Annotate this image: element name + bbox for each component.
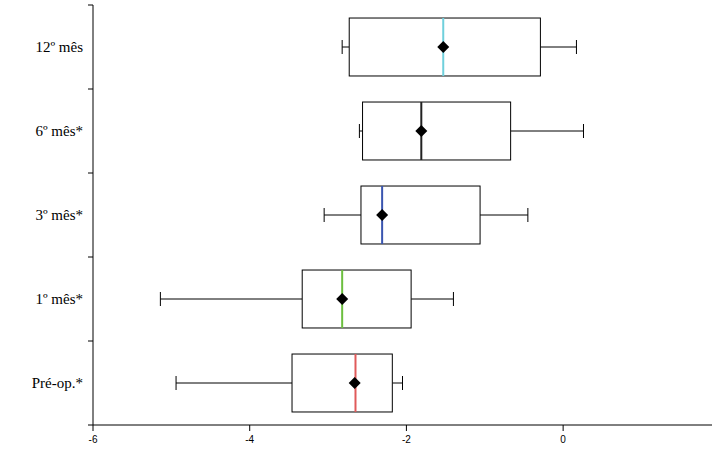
x-tick [93, 425, 94, 431]
x-tick-label: 0 [560, 434, 566, 445]
x-tick-label: -2 [402, 434, 411, 445]
x-tick [406, 425, 407, 431]
cap-low [324, 208, 325, 222]
y-separator [88, 5, 93, 6]
mean [336, 293, 348, 305]
cap-high [583, 124, 584, 138]
mean [376, 209, 388, 221]
x-tick-label: -6 [89, 434, 98, 445]
whisker-low [176, 383, 292, 384]
y-separator [88, 173, 93, 174]
cap-low [342, 40, 343, 54]
box [302, 270, 411, 328]
x-axis [93, 425, 712, 426]
category-label: 6º mês* [35, 123, 83, 139]
box [361, 186, 480, 244]
mean [349, 377, 361, 389]
category-label: 1º mês* [35, 291, 83, 307]
whisker-high [392, 383, 402, 384]
cap-low [160, 292, 161, 306]
cap-high [576, 40, 577, 54]
y-separator [88, 257, 93, 258]
x-tick-label: -4 [245, 434, 254, 445]
box [349, 18, 540, 76]
box [363, 102, 511, 160]
x-tick [563, 425, 564, 431]
box [292, 354, 392, 412]
category-label: Pré-op.* [32, 375, 83, 391]
whisker-high [540, 47, 576, 48]
whisker-low [342, 47, 349, 48]
whisker-high [480, 215, 528, 216]
y-separator [88, 89, 93, 90]
y-axis [93, 5, 94, 425]
whisker-high [511, 131, 584, 132]
whisker-low [160, 299, 302, 300]
cap-high [527, 208, 528, 222]
y-separator [88, 341, 93, 342]
cap-low [176, 376, 177, 390]
category-label: 3º mês* [35, 207, 83, 223]
cap-low [359, 124, 360, 138]
cap-high [453, 292, 454, 306]
category-label: 12º mês [35, 39, 83, 55]
x-tick [249, 425, 250, 431]
whisker-low [324, 215, 361, 216]
whisker-high [411, 299, 453, 300]
mean [437, 41, 449, 53]
cap-high [402, 376, 403, 390]
chart: -6 -4 -2 0 Pré-op.* 1º mês* 3º mês* 6º mês* 12º … [0, 0, 716, 452]
y-separator [88, 425, 93, 426]
boxes [160, 18, 583, 412]
mean [415, 125, 427, 137]
